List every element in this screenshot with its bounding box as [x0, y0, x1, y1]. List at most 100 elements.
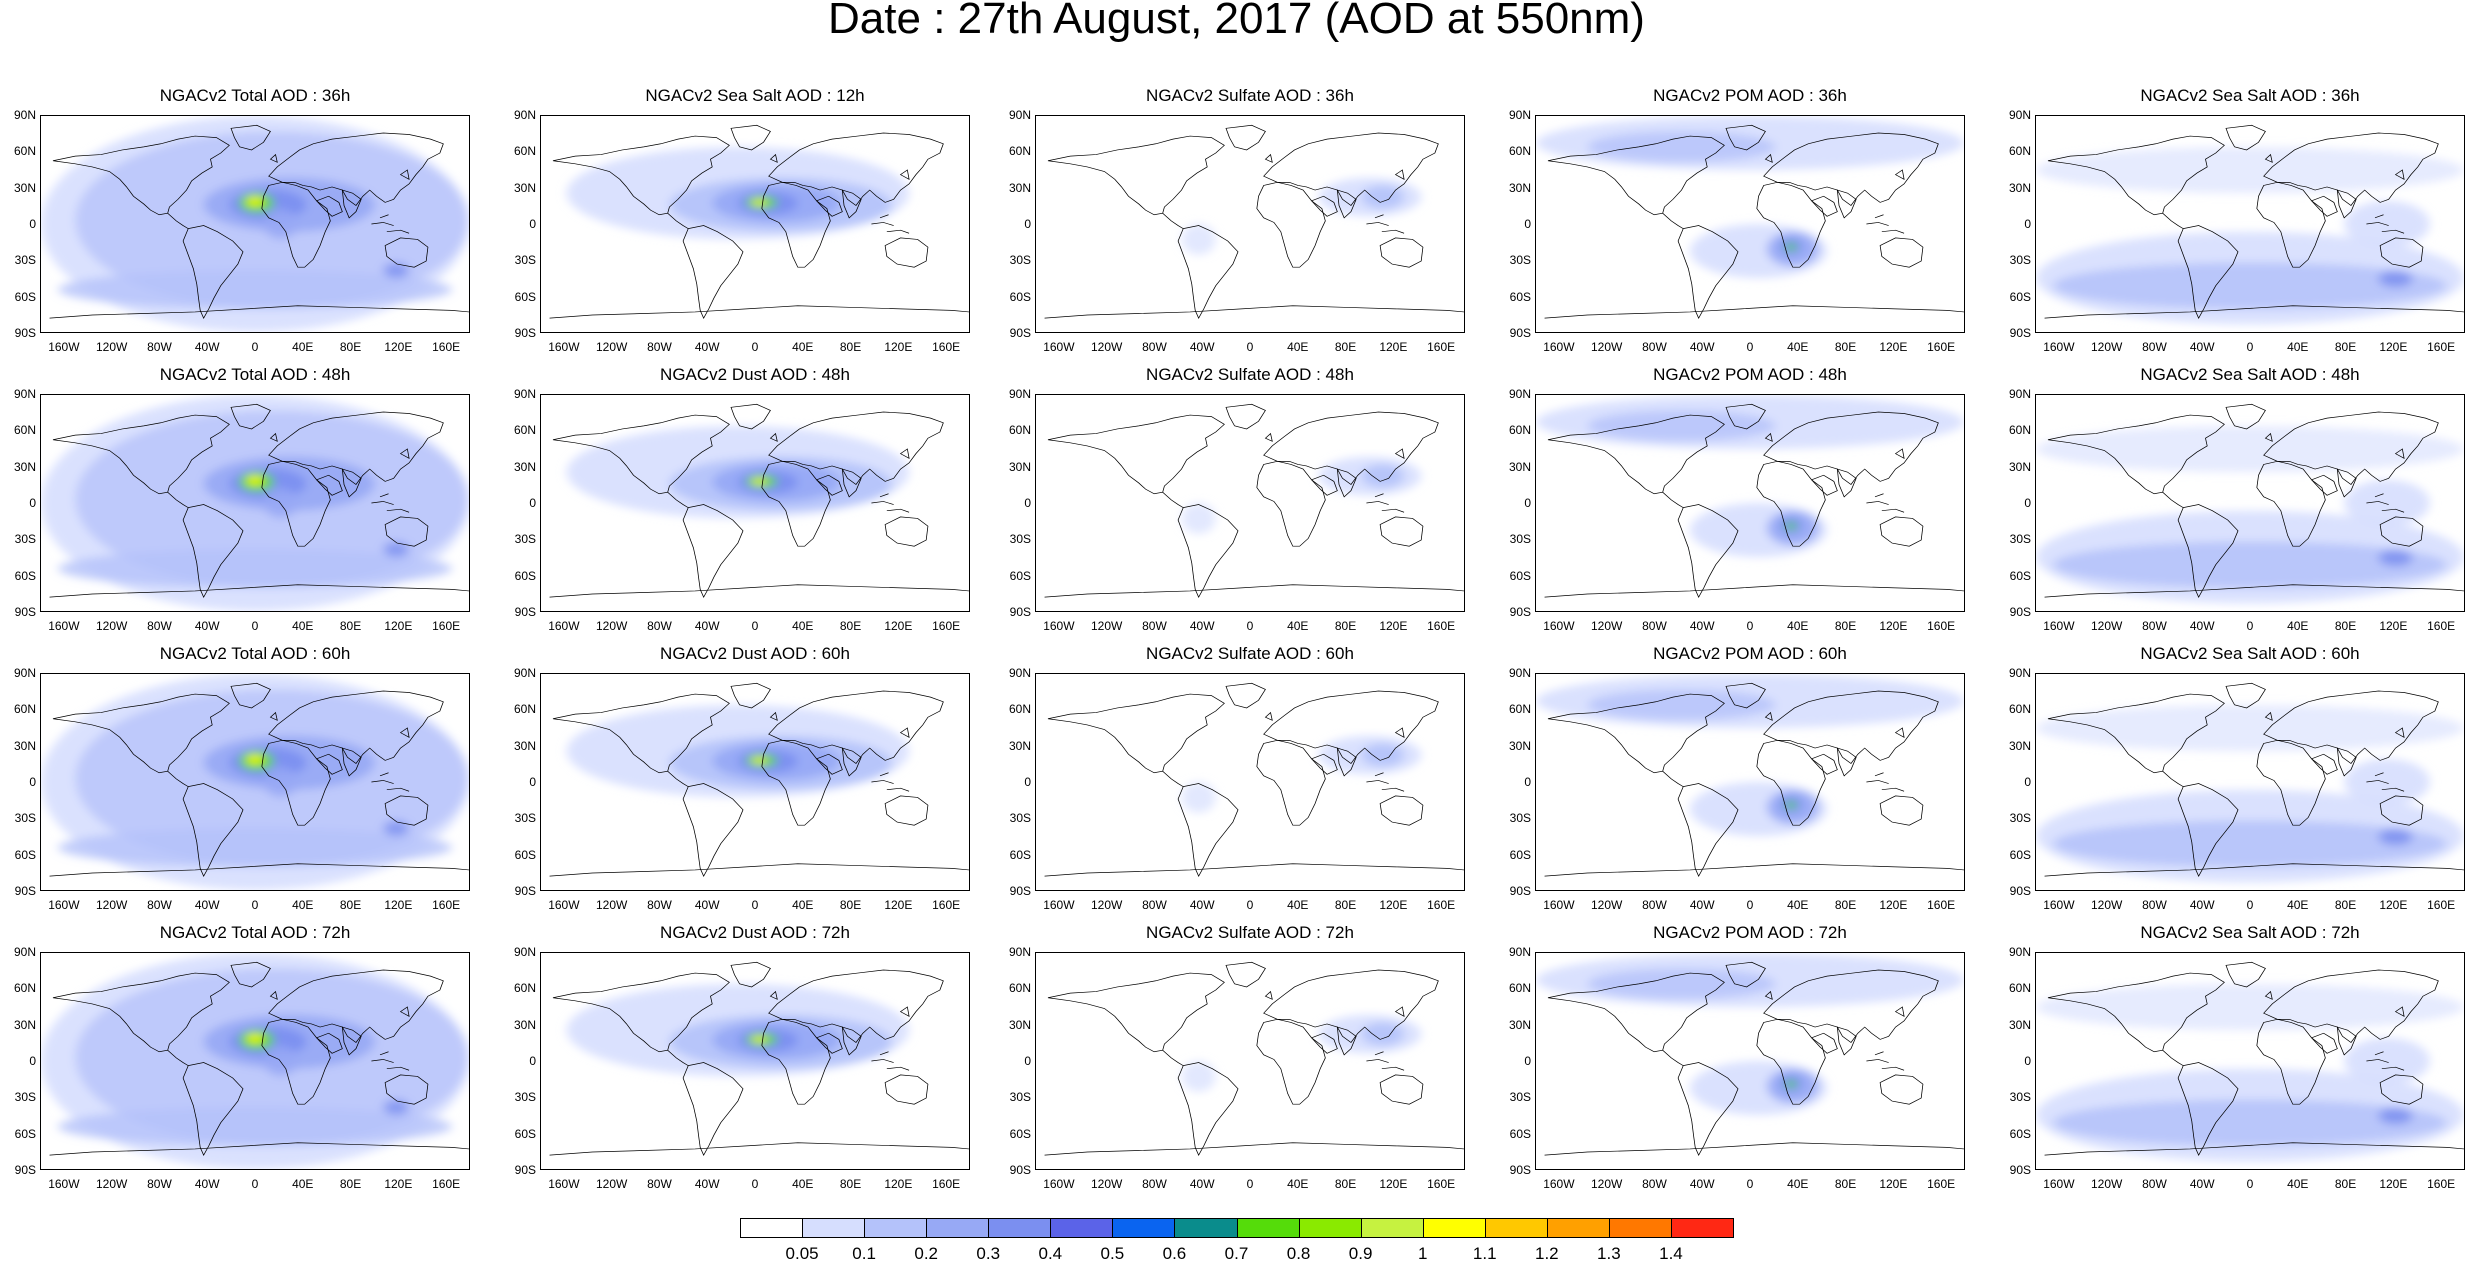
colorbar-swatch [864, 1218, 928, 1238]
longitude-tick-label: 80E [839, 1177, 862, 1191]
longitude-tick-label: 80W [2142, 619, 2167, 633]
longitude-tick-label: 160E [932, 340, 961, 354]
map-panel: NGACv2 POM AOD : 48h 90N 60N 30N 0 30S 60S 90S 1… [1509, 365, 1965, 632]
longitude-tick-label: 40E [792, 898, 814, 912]
latitude-tick-label: 90N [513, 945, 536, 959]
latitude-tick-label: 60S [14, 847, 36, 862]
longitude-tick-label: 40W [194, 619, 220, 633]
latitude-tick-label: 30S [1009, 532, 1031, 547]
longitude-tick-label: 80E [2334, 898, 2357, 912]
longitude-tick-label: 160E [432, 898, 461, 912]
world-map [1035, 394, 1465, 612]
longitude-tick-label: 0 [2246, 1177, 2254, 1191]
latitude-tick-label: 30S [1509, 1090, 1531, 1105]
latitude-tick-label: 0 [2024, 496, 2031, 510]
longitude-tick-label: 80W [647, 1177, 672, 1191]
longitude-tick-label: 80W [647, 619, 672, 633]
longitude-tick-label: 160W [2043, 898, 2075, 912]
longitude-tick-label: 80W [1642, 1177, 1667, 1191]
latitude-tick-label: 60S [1009, 1126, 1031, 1141]
colorbar-label: 1.3 [1597, 1244, 1621, 1263]
latitude-tick-label: 0 [1024, 496, 1031, 510]
longitude-tick-label: 40W [694, 1177, 720, 1191]
latitude-tick-label: 60S [1509, 1126, 1531, 1141]
colorbar-swatch [1236, 1218, 1300, 1238]
longitude-tick-label: 120W [2090, 898, 2123, 912]
latitude-tick-label: 90S [14, 1163, 36, 1177]
longitude-tick-label: 120W [2090, 619, 2123, 633]
longitude-tick-label: 160E [432, 619, 461, 633]
longitude-tick-label: 120E [384, 1177, 413, 1191]
latitude-tick-label: 30N [13, 459, 36, 474]
latitude-tick-label: 30N [513, 459, 536, 474]
latitude-tick-label: 90S [1009, 326, 1031, 340]
longitude-tick-label: 120E [384, 340, 413, 354]
aod-field [41, 395, 469, 611]
longitude-tick-label: 0 [251, 619, 259, 633]
latitude-tick-label: 30S [14, 811, 36, 826]
longitude-tick-label: 120E [884, 619, 913, 633]
latitude-tick-label: 0 [1024, 1054, 1031, 1068]
longitude-tick-label: 160W [548, 619, 580, 633]
longitude-tick-label: 0 [1246, 1177, 1254, 1191]
map-panel: NGACv2 Total AOD : 60h 90N 60N 30N 0 30S 60S 90… [14, 644, 470, 911]
latitude-tick-label: 0 [1524, 496, 1531, 510]
aod-field [1181, 456, 1422, 534]
latitude-tick-label: 30S [514, 532, 536, 547]
latitude-tick-label: 60N [1508, 423, 1531, 438]
latitude-tick-label: 90S [1509, 884, 1531, 898]
longitude-tick-label: 80W [2142, 1177, 2167, 1191]
latitude-tick-label: 90N [513, 666, 536, 680]
colorbar-swatch [1050, 1218, 1114, 1238]
latitude-tick-label: 60N [2008, 144, 2031, 159]
world-map [40, 952, 470, 1170]
latitude-tick-label: 0 [29, 496, 36, 510]
longitude-tick-label: 0 [251, 898, 259, 912]
longitude-tick-label: 80E [1334, 1177, 1357, 1191]
world-map [2035, 952, 2465, 1170]
aod-field [566, 146, 910, 240]
latitude-tick-label: 90N [1008, 108, 1031, 122]
longitude-tick-label: 160E [432, 340, 461, 354]
longitude-tick-label: 0 [2246, 619, 2254, 633]
longitude-tick-label: 160W [48, 898, 80, 912]
longitude-tick-label: 40E [1787, 1177, 1809, 1191]
map-panel-title: NGACv2 Sea Salt AOD : 12h [645, 86, 865, 105]
map-panel: NGACv2 Sea Salt AOD : 36h 90N 60N 30N 0 30S 60… [2009, 86, 2465, 353]
longitude-tick-label: 160E [932, 898, 961, 912]
latitude-tick-label: 90N [1008, 945, 1031, 959]
latitude-tick-label: 30S [2009, 532, 2031, 547]
world-map [1035, 952, 1465, 1170]
latitude-tick-label: 60N [1508, 981, 1531, 996]
latitude-tick-label: 90N [13, 108, 36, 122]
longitude-tick-label: 80W [2142, 898, 2167, 912]
latitude-tick-label: 30S [514, 1090, 536, 1105]
latitude-tick-label: 90N [13, 945, 36, 959]
latitude-tick-label: 90N [1008, 666, 1031, 680]
longitude-tick-label: 40W [1189, 619, 1215, 633]
longitude-tick-label: 160W [548, 898, 580, 912]
world-map [40, 115, 470, 333]
longitude-tick-label: 160W [48, 619, 80, 633]
aod-field [1181, 1014, 1422, 1092]
longitude-tick-label: 160E [432, 1177, 461, 1191]
latitude-tick-label: 60N [2008, 981, 2031, 996]
colorbar-swatch [740, 1218, 804, 1238]
latitude-tick-label: 90S [2009, 326, 2031, 340]
longitude-tick-label: 120W [595, 898, 628, 912]
map-panel: NGACv2 Sulfate AOD : 72h 90N 60N 30N 0 30S 60S… [1009, 923, 1465, 1190]
world-map [2035, 115, 2465, 333]
map-panel-title: NGACv2 Dust AOD : 72h [660, 923, 850, 942]
longitude-tick-label: 40E [2287, 340, 2309, 354]
longitude-tick-label: 0 [1246, 619, 1254, 633]
latitude-tick-label: 30N [1008, 180, 1031, 195]
aod-field [566, 704, 910, 798]
latitude-tick-label: 30N [1008, 738, 1031, 753]
colorbar-label: 1.2 [1534, 1244, 1559, 1263]
latitude-tick-label: 90N [2008, 387, 2031, 401]
latitude-tick-label: 90S [1509, 326, 1531, 340]
latitude-tick-label: 30N [13, 180, 36, 195]
map-panel: NGACv2 Sulfate AOD : 48h 90N 60N 30N 0 30S 60S… [1009, 365, 1465, 632]
world-map [40, 394, 470, 612]
longitude-tick-label: 120W [1090, 619, 1123, 633]
